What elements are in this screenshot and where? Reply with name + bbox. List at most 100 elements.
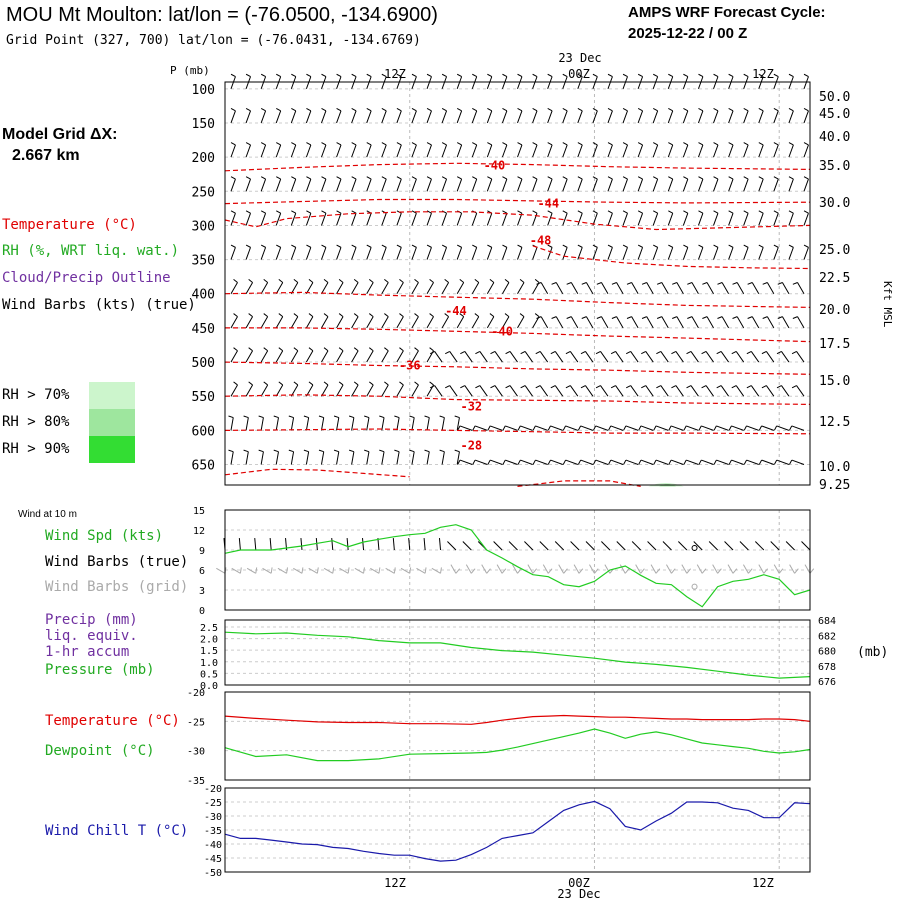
barb-flag-200-4 [291, 142, 296, 146]
pressure-tick-250: 250 [192, 185, 215, 200]
barb-600-4 [290, 417, 295, 431]
barb-200-19 [517, 144, 523, 158]
grid-barb-15 [450, 564, 457, 574]
barb-250-5 [305, 178, 312, 192]
sfc-barb-8 [346, 538, 349, 551]
barb-flag-150-37 [788, 107, 794, 112]
barb-flag-250-25 [607, 176, 613, 180]
barb-flag-550-28 [641, 385, 646, 389]
barb-500-17 [479, 351, 488, 363]
barb-flag-600-16 [457, 425, 461, 431]
barb-flag-650-35 [743, 459, 747, 465]
barb-flag-150-11 [396, 107, 402, 112]
barb-flag-600-13 [424, 415, 430, 419]
barb-650-24 [580, 459, 594, 465]
barb-300-0 [230, 213, 236, 226]
barb-450-3 [275, 316, 284, 329]
grid-barb-tip-32 [717, 568, 722, 574]
barb-650-27 [625, 459, 639, 465]
temperature-line [224, 714, 811, 725]
barb-100-25 [607, 76, 613, 90]
barb-flag-450-0 [233, 313, 238, 318]
barb-400-26 [616, 282, 624, 294]
barb-450-24 [585, 316, 594, 329]
barb-flag-650-4 [288, 449, 294, 453]
barb-flag-100-28 [653, 73, 658, 78]
barb-550-31 [690, 385, 699, 397]
pressure-axis-label: P (mb) [170, 64, 210, 77]
barb-flag-250-24 [592, 176, 598, 180]
barb-flag-500-29 [656, 350, 662, 355]
barb-flag-150-15 [456, 107, 462, 112]
barb-flag-450-6 [323, 313, 329, 318]
barb-flag-600-11 [394, 415, 400, 419]
barb-flag-300-25 [607, 210, 613, 214]
barb-flag-350-19 [517, 244, 523, 248]
barb-300-28 [652, 213, 659, 226]
barb-flag-350-38 [803, 244, 809, 248]
barb-flag-500-22 [550, 350, 556, 355]
barb-400-36 [766, 282, 775, 294]
barb-flag-250-23 [577, 176, 583, 180]
sfc-barb-7 [331, 538, 334, 551]
barb-flag-100-8 [351, 73, 357, 78]
legend-wind-barbs: Wind Barbs (kts) (true) [2, 297, 196, 313]
barb-200-21 [547, 144, 553, 158]
barb-flag-400-4 [293, 279, 299, 283]
barb-100-17 [486, 76, 493, 90]
barb-100-33 [728, 76, 734, 90]
barb-flag-100-26 [622, 73, 628, 78]
barb-500-18 [494, 351, 503, 363]
barb-flag-150-36 [773, 107, 779, 112]
barb-650-37 [776, 459, 790, 465]
barb-flag-400-36 [762, 282, 768, 285]
barb-flag-100-14 [441, 73, 447, 78]
barb-600-13 [426, 417, 430, 431]
barb-flag-150-6 [321, 107, 327, 112]
barb-flag-300-0 [230, 210, 236, 214]
barb-flag-350-27 [637, 244, 643, 248]
barb-150-35 [758, 110, 764, 124]
barb-250-17 [486, 178, 493, 192]
barb-250-27 [637, 178, 644, 192]
barb-flag-450-20 [534, 313, 540, 318]
barb-250-33 [728, 178, 734, 192]
pressure-tick-500: 500 [192, 356, 215, 371]
barb-200-7 [336, 144, 342, 158]
barb-600-16 [459, 425, 473, 431]
barb-550-33 [720, 385, 730, 397]
barb-100-12 [411, 76, 417, 90]
barb-500-10 [381, 350, 389, 363]
barb-flag-300-23 [577, 210, 583, 214]
barb-400-16 [471, 282, 480, 294]
grid-barb-6 [308, 567, 318, 574]
barb-flag-400-32 [702, 282, 708, 285]
barb-flag-300-3 [276, 210, 281, 214]
barb-200-37 [788, 144, 794, 158]
barb-600-30 [670, 425, 684, 431]
barb-150-5 [305, 110, 312, 124]
barb-flag-100-23 [577, 73, 583, 78]
barb-600-14 [441, 417, 445, 431]
barb-flag-400-25 [596, 282, 602, 285]
grid-barb-tip-28 [655, 568, 661, 574]
barb-flag-650-19 [502, 459, 506, 465]
barb-flag-500-1 [248, 347, 253, 352]
barb-flag-600-28 [638, 425, 642, 431]
sfc-barb-25 [601, 541, 611, 551]
barb-flag-100-19 [517, 73, 523, 78]
barb-150-3 [275, 110, 282, 124]
barb-flag-550-0 [233, 381, 238, 386]
barb-250-16 [471, 178, 478, 192]
barb-650-2 [260, 451, 264, 465]
barb-flag-100-7 [336, 73, 342, 78]
barb-450-9 [366, 316, 374, 329]
barb-350-23 [577, 247, 583, 260]
barb-flag-400-23 [566, 282, 572, 285]
temp-contour-9 [224, 468, 410, 478]
temp-contour-label-5: -36 [399, 358, 421, 372]
sfc-barb-27 [631, 541, 642, 551]
barb-flag-400-20 [534, 279, 540, 283]
barb-300-12 [411, 213, 417, 226]
barb-650-28 [640, 459, 654, 465]
